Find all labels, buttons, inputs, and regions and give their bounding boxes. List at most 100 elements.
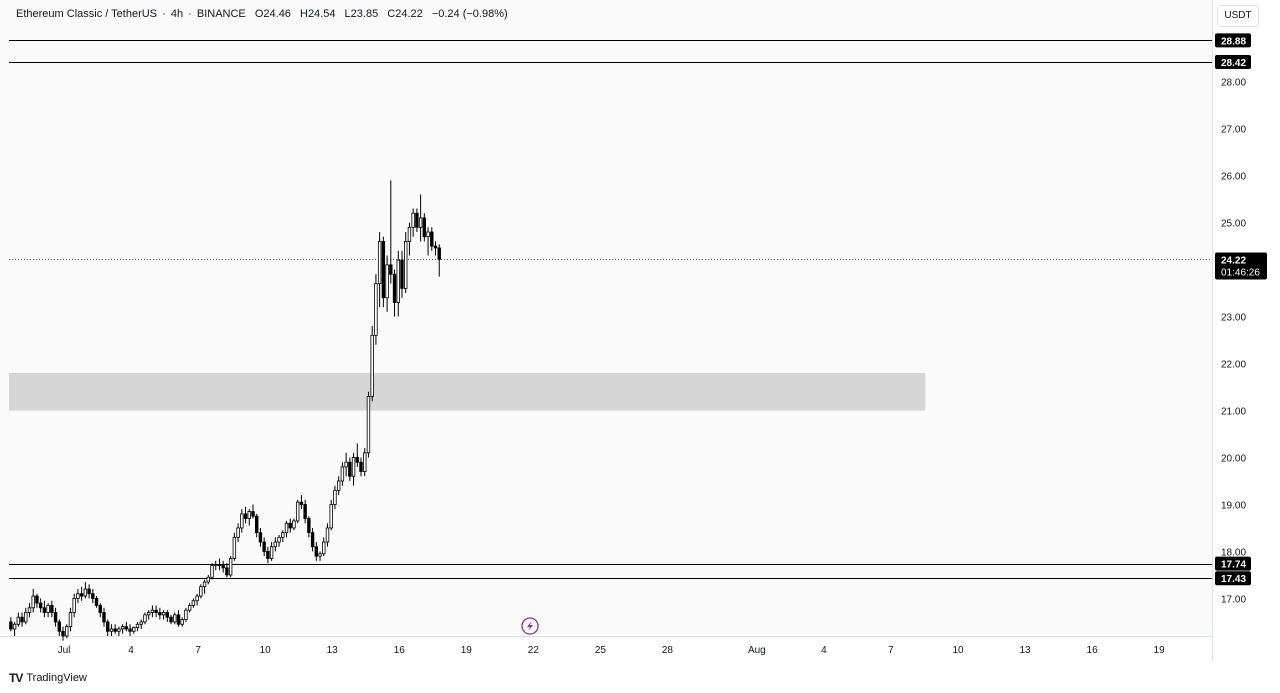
candle [396, 250, 400, 317]
candle-body [277, 536, 281, 543]
candle [199, 584, 203, 599]
candle-body [154, 609, 158, 613]
y-tick-label: 22.00 [1221, 360, 1246, 371]
candle [98, 603, 102, 618]
candle-body [411, 212, 415, 228]
candle [303, 499, 307, 524]
candle [161, 610, 166, 620]
x-tick-label: 7 [888, 645, 894, 656]
candle [38, 598, 43, 613]
candle [284, 520, 289, 538]
candle-body [363, 452, 367, 472]
candle-body [303, 504, 307, 519]
candle [422, 213, 427, 242]
candle-body [258, 532, 263, 543]
candle [169, 614, 173, 625]
candle-body [146, 612, 151, 616]
candle-body [247, 511, 251, 519]
candle [232, 532, 237, 561]
candle [35, 593, 39, 608]
low-value: L23.85 [344, 8, 379, 20]
candle-body [240, 513, 244, 529]
candle-body [295, 501, 300, 522]
candle-body [27, 607, 32, 613]
candle-body [143, 614, 147, 623]
candle-body [165, 612, 170, 618]
candle [83, 581, 88, 599]
candle [333, 485, 337, 510]
candle-body [139, 621, 143, 625]
candle [370, 325, 374, 402]
candle [318, 551, 322, 561]
symbol-name[interactable]: Ethereum Classic / TetherUS [16, 8, 158, 20]
candle-body [173, 614, 177, 623]
candle-body [87, 588, 91, 595]
candle [243, 506, 248, 524]
candle-body [76, 593, 80, 599]
y-tick-label: 26.00 [1221, 172, 1246, 183]
candle [176, 610, 181, 627]
candle [102, 607, 106, 627]
currency-button[interactable]: USDT [1217, 5, 1259, 27]
footer [0, 662, 1280, 693]
candle-body [184, 609, 188, 620]
candle-body [433, 245, 438, 249]
candle-body [217, 564, 222, 566]
candle [385, 255, 389, 312]
candle-body [415, 212, 419, 228]
candle [273, 537, 278, 552]
candle [68, 607, 73, 632]
candle-body [255, 515, 259, 534]
price-line-label: 28.88 [1221, 36, 1246, 47]
candle [214, 560, 218, 571]
candle-body [38, 602, 43, 609]
price-axis[interactable] [1212, 0, 1280, 662]
chart-area[interactable] [0, 0, 1212, 662]
candle-body [53, 612, 58, 623]
candle-body [232, 536, 237, 559]
candle [363, 448, 367, 477]
candle-body [214, 564, 218, 566]
candle-body [24, 612, 28, 623]
candle-body [422, 217, 427, 238]
candle-body [288, 522, 292, 529]
candle [195, 593, 199, 606]
time-axis[interactable] [0, 636, 1212, 662]
candle-body [50, 605, 54, 613]
supply-zone [9, 372, 926, 411]
x-tick-label: 4 [128, 645, 134, 656]
candle [307, 516, 311, 538]
candle-body [310, 532, 315, 548]
candle [329, 499, 333, 531]
candle-body [340, 466, 345, 482]
candle [46, 603, 50, 618]
tradingview-brand[interactable]: TV TradingView [9, 671, 87, 685]
candle-body [225, 567, 229, 576]
candle-body [284, 522, 289, 534]
candle-body [351, 457, 356, 477]
interval[interactable]: 4h [170, 8, 184, 20]
x-tick-label: 4 [821, 645, 827, 656]
candle [344, 452, 348, 477]
candle-body [307, 518, 311, 534]
candle [217, 558, 222, 571]
candle-body [132, 627, 136, 632]
last-price-label: 24.22 [1221, 256, 1246, 267]
candle-body [35, 595, 39, 604]
x-tick-label: 13 [327, 645, 339, 656]
y-tick-label: 20.00 [1221, 453, 1246, 464]
x-tick-label: 16 [1087, 645, 1099, 656]
candle-body [385, 264, 389, 299]
candle [221, 560, 225, 573]
candle [400, 250, 404, 298]
candle [258, 527, 263, 547]
candle [150, 605, 155, 618]
candle [281, 530, 285, 543]
candle [340, 462, 345, 486]
candle-body [117, 628, 121, 632]
high-value: H24.54 [300, 8, 336, 20]
candle-body [221, 565, 225, 569]
candle [381, 236, 386, 308]
candle-body [228, 558, 233, 576]
candle [206, 574, 210, 585]
